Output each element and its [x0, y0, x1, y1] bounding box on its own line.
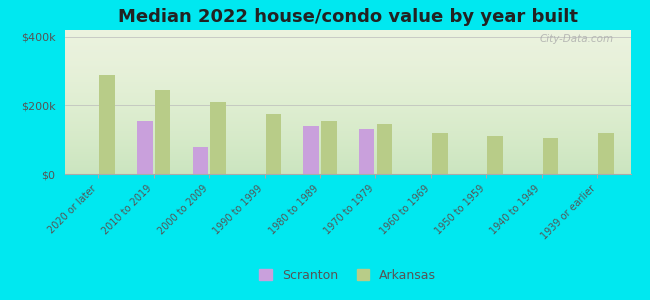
- Bar: [266, 114, 281, 174]
- Bar: [99, 75, 115, 174]
- Title: Median 2022 house/condo value by year built: Median 2022 house/condo value by year bu…: [118, 8, 578, 26]
- Bar: [599, 133, 614, 174]
- Bar: [321, 121, 337, 174]
- Bar: [432, 133, 448, 174]
- Bar: [543, 138, 558, 174]
- Bar: [192, 147, 208, 174]
- Bar: [137, 121, 153, 174]
- Bar: [488, 136, 503, 174]
- Text: City-Data.com: City-Data.com: [540, 34, 614, 44]
- Bar: [359, 129, 374, 174]
- Bar: [304, 126, 319, 174]
- Bar: [210, 102, 226, 174]
- Bar: [155, 90, 170, 174]
- Bar: [376, 124, 392, 174]
- Legend: Scranton, Arkansas: Scranton, Arkansas: [254, 264, 441, 287]
